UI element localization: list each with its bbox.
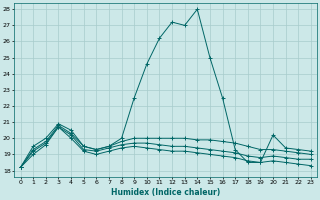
X-axis label: Humidex (Indice chaleur): Humidex (Indice chaleur) bbox=[111, 188, 220, 197]
